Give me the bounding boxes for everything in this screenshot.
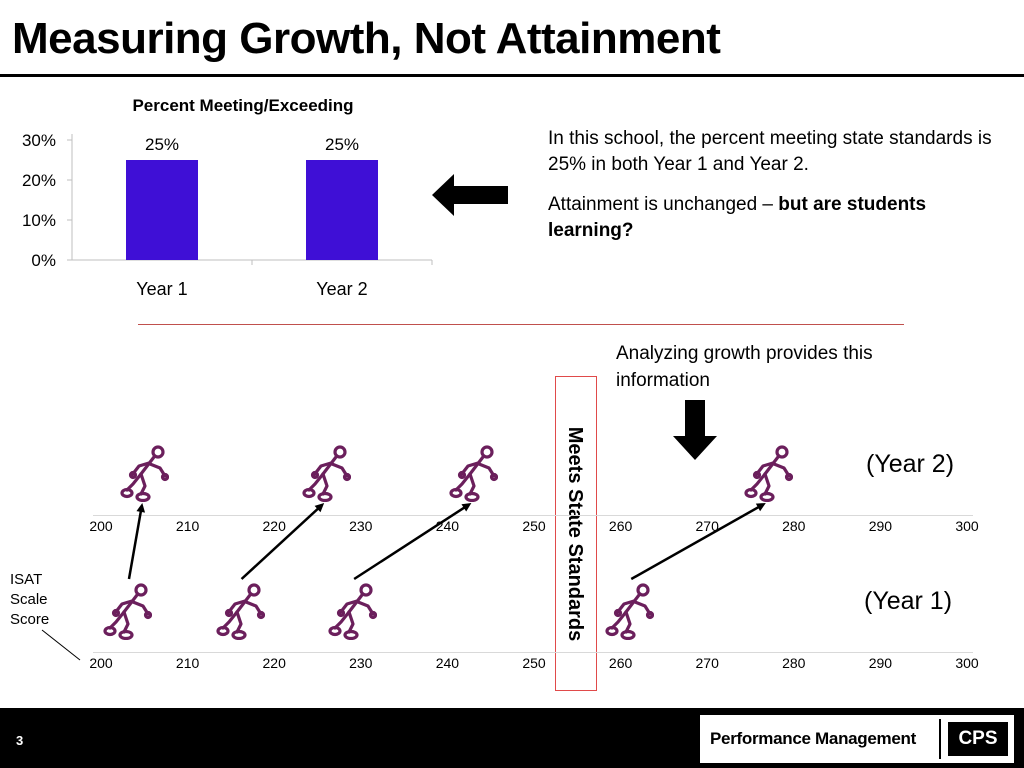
scale-tick-label: 240 <box>435 655 460 671</box>
student-figure-icon <box>327 582 378 641</box>
y-tick-label: 30% <box>22 131 56 150</box>
scale-tick-label: 270 <box>695 518 719 534</box>
bar <box>126 160 198 260</box>
bar <box>306 160 378 260</box>
y-tick-label: 20% <box>22 171 56 190</box>
category-label: Year 1 <box>136 279 187 299</box>
growth-arrow <box>630 504 762 581</box>
isat-scale-score-label: ISAT Scale Score <box>10 570 49 630</box>
growth-arrowhead <box>461 503 472 512</box>
scale-tick-label: 240 <box>435 518 460 534</box>
arrow-down-icon <box>673 400 717 460</box>
explanation-paragraph-2: Attainment is unchanged – but are studen… <box>548 194 927 241</box>
growth-arrowhead <box>314 503 325 513</box>
student-figure-icon <box>102 582 153 641</box>
category-label: Year 2 <box>316 279 367 299</box>
explanation-question: but are students learning? <box>548 194 927 241</box>
section-divider <box>138 324 904 325</box>
analyzing-growth-text: Analyzing growth provides this informati… <box>616 343 873 391</box>
student-figure-icon <box>743 444 793 503</box>
scale-tick-label: 300 <box>955 518 979 534</box>
scale-tick-label: 290 <box>868 655 893 671</box>
page-number: 3 <box>16 733 24 748</box>
year-2-scale-line <box>93 515 973 516</box>
slide-title: Measuring Growth, Not Attainment <box>12 14 721 63</box>
isat-label-line: ISAT <box>10 571 43 588</box>
growth-arrow <box>127 508 143 580</box>
student-figure-icon <box>448 444 499 503</box>
scale-tick-label: 280 <box>782 655 806 671</box>
bar-value-label: 25% <box>325 135 359 154</box>
isat-label-line: Scale <box>10 591 48 608</box>
meets-standards-label: Meets State Standards <box>564 427 586 642</box>
explanation-paragraph-1: In this school, the percent meeting stat… <box>548 128 992 175</box>
cps-badge: CPS <box>948 722 1008 756</box>
title-divider <box>0 74 1024 77</box>
scale-tick-label: 260 <box>608 655 633 671</box>
scale-tick-label: 260 <box>608 518 633 534</box>
student-figure-icon <box>604 582 655 641</box>
scale-tick-label: 300 <box>955 655 979 671</box>
y-tick-label: 10% <box>22 211 56 230</box>
growth-arrowhead <box>136 503 146 513</box>
student-figure-icon <box>301 444 352 503</box>
scale-tick-label: 250 <box>522 518 546 534</box>
student-figure-icon <box>215 582 265 641</box>
scale-tick-label: 250 <box>522 655 546 671</box>
percent-meeting-chart: Percent Meeting/Exceeding 0% 10% 20% 30% 25% Y… <box>22 96 433 299</box>
chart-title: Percent Meeting/Exceeding <box>132 96 353 115</box>
logo-divider <box>939 719 941 759</box>
explanation-text: In this school, the percent meeting stat… <box>548 126 1008 258</box>
logo-text: Performance Management <box>710 729 916 748</box>
scale-tick-label: 270 <box>695 655 719 671</box>
year-1-label: (Year 1) <box>864 587 953 615</box>
scale-tick-label: 210 <box>175 655 200 671</box>
scale-tick-label: 280 <box>782 518 806 534</box>
scale-tick-label: 290 <box>868 518 893 534</box>
scale-tick-label: 230 <box>349 655 373 671</box>
footer-bar: 3 Performance Management CPS <box>0 708 1024 768</box>
scale-tick-label: 220 <box>262 655 286 671</box>
isat-label-line: Score <box>10 611 50 628</box>
growth-arrowhead <box>755 503 766 512</box>
scale-tick-label: 200 <box>89 518 113 534</box>
meets-standards-label-svg: Meets State Standards <box>564 427 586 642</box>
bar-value-label: 25% <box>145 135 179 154</box>
scale-tick-label: 230 <box>349 518 373 534</box>
scale-tick-label: 220 <box>262 518 286 534</box>
scale-tick-label: 210 <box>175 518 200 534</box>
performance-management-logo: Performance Management CPS <box>700 715 1014 763</box>
student-figure-icon <box>119 444 170 503</box>
arrow-left-icon <box>432 174 508 216</box>
y-tick-label: 0% <box>31 251 56 270</box>
scale-tick-label: 200 <box>89 655 113 671</box>
meets-standards-box: Meets State Standards <box>555 376 597 691</box>
year-1-scale-line <box>93 652 973 653</box>
year-2-label: (Year 2) <box>866 450 955 478</box>
